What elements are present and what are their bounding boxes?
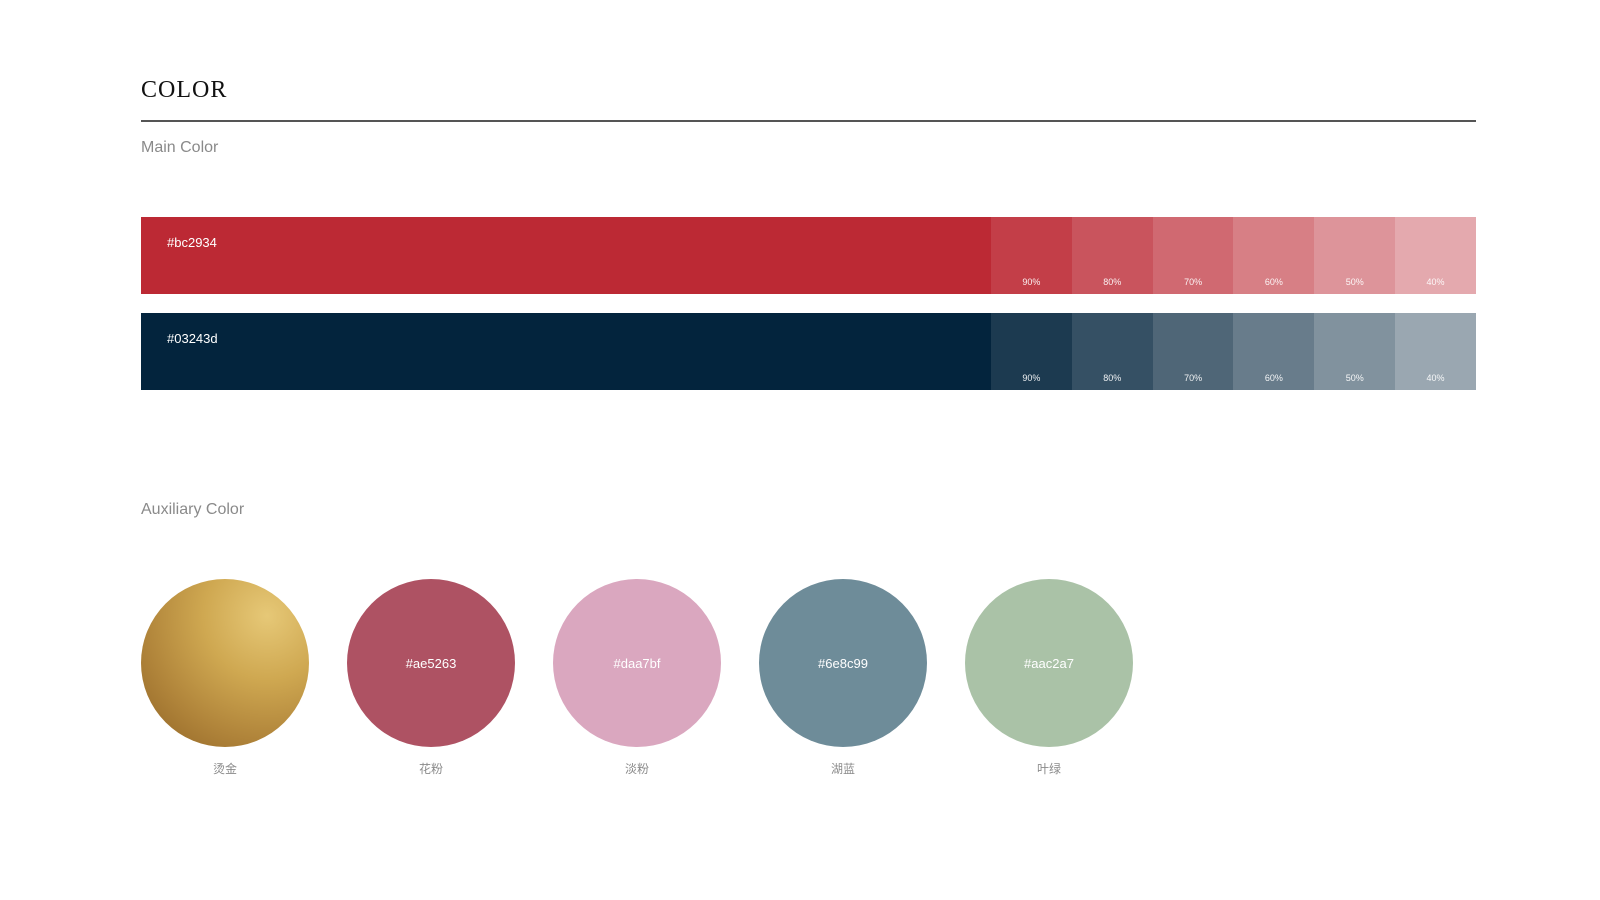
tint-label: 70% <box>1184 373 1203 383</box>
auxiliary-swatch-row: 烫金 #ae5263 花粉 #daa7bf 淡粉 #6e8c99 湖蓝 #aac… <box>141 579 1171 775</box>
swatch-hex-label: #daa7bf <box>613 655 661 671</box>
tint-label: 60% <box>1264 373 1283 383</box>
tint-40: 40% <box>1395 217 1476 294</box>
aux-swatch-lake-blue: #6e8c99 湖蓝 <box>759 579 927 775</box>
tint-label: 60% <box>1264 277 1283 287</box>
tint-60: 60% <box>1233 217 1315 294</box>
main-color-heading: Main Color <box>141 139 219 156</box>
main-swatch-navy: #03243d 90% 80% 70% 60% 50% 40% <box>141 313 1476 390</box>
swatch-circle: #aac2a7 <box>965 579 1133 747</box>
swatch-name: 淡粉 <box>624 762 649 776</box>
tint-70: 70% <box>1152 217 1234 294</box>
page-title: COLOR <box>141 77 228 103</box>
swatch-hex-label: #ae5263 <box>405 655 457 671</box>
swatch-circle-gold <box>141 579 309 747</box>
main-swatch-red: #bc2934 90% 80% 70% 60% 50% 40% <box>141 217 1476 294</box>
auxiliary-color-heading: Auxiliary Color <box>141 501 245 518</box>
tint-label: 70% <box>1184 277 1203 287</box>
tint-50: 50% <box>1314 217 1396 294</box>
swatch-base: #bc2934 <box>141 217 991 294</box>
tint-80: 80% <box>1071 313 1153 390</box>
tint-label: 80% <box>1103 373 1122 383</box>
swatch-name: 湖蓝 <box>830 762 855 776</box>
aux-swatch-light-pink: #daa7bf 淡粉 <box>553 579 721 775</box>
tint-label: 50% <box>1345 277 1364 287</box>
swatch-base: #03243d <box>141 313 991 390</box>
swatch-circle: #6e8c99 <box>759 579 927 747</box>
tint-label: 80% <box>1103 277 1122 287</box>
tint-label: 40% <box>1426 277 1445 287</box>
tint-label: 40% <box>1426 373 1445 383</box>
tint-label: 50% <box>1345 373 1364 383</box>
swatch-hex-label: #6e8c99 <box>818 655 868 671</box>
tint-label: 90% <box>1022 373 1041 383</box>
swatch-circle: #ae5263 <box>347 579 515 747</box>
aux-swatch-leaf-green: #aac2a7 叶绿 <box>965 579 1133 775</box>
swatch-name: 烫金 <box>212 762 237 776</box>
swatch-hex-label: #bc2934 <box>167 235 217 250</box>
tint-50: 50% <box>1314 313 1396 390</box>
swatch-name: 叶绿 <box>1036 762 1061 776</box>
swatch-name: 花粉 <box>418 762 443 776</box>
tint-90: 90% <box>991 217 1072 294</box>
tint-80: 80% <box>1071 217 1153 294</box>
title-divider <box>141 120 1476 122</box>
swatch-hex-label: #03243d <box>167 331 218 346</box>
tint-60: 60% <box>1233 313 1315 390</box>
swatch-circle: #daa7bf <box>553 579 721 747</box>
tint-70: 70% <box>1152 313 1234 390</box>
swatch-hex-label: #aac2a7 <box>1024 655 1074 671</box>
tint-40: 40% <box>1395 313 1476 390</box>
tint-90: 90% <box>991 313 1072 390</box>
aux-swatch-gold: 烫金 <box>141 579 309 775</box>
aux-swatch-pollen: #ae5263 花粉 <box>347 579 515 775</box>
tint-label: 90% <box>1022 277 1041 287</box>
